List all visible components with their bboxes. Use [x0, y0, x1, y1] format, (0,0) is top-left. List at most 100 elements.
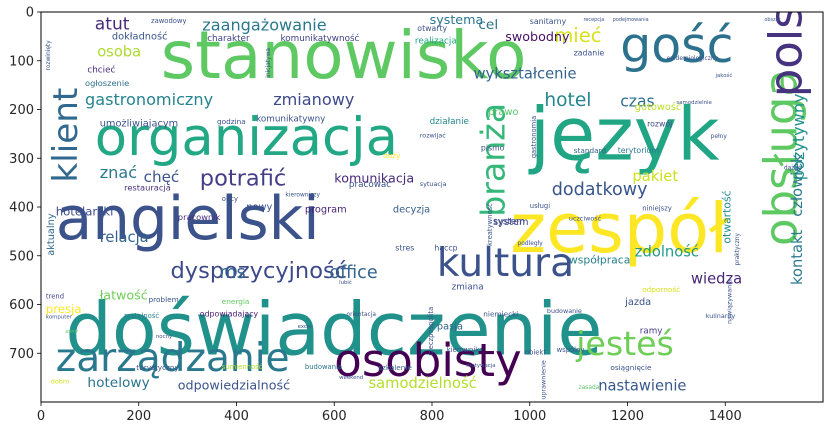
word-85: kierownik	[447, 346, 480, 354]
word-21: osoba	[97, 44, 141, 61]
word-66: prawo	[488, 107, 518, 118]
word-63: decyzja	[393, 205, 430, 216]
word-74: jazda	[624, 297, 651, 308]
word-38: office	[329, 263, 377, 283]
word-115: gastronomia	[530, 116, 538, 159]
word-4: organizacja	[95, 107, 398, 168]
word-108: obcy	[222, 195, 238, 203]
y-axis: 0 100 200 300 400 500 600 700	[9, 6, 41, 362]
word-13: branża	[474, 103, 513, 217]
word-133: jakość	[715, 72, 733, 79]
word-62: program	[305, 205, 347, 216]
word-113: podległy	[518, 241, 544, 247]
word-27: swobodny	[505, 29, 570, 44]
word-28: systema	[430, 12, 484, 27]
word-33: pakiet	[632, 168, 678, 185]
word-44: nastawienie	[598, 378, 686, 395]
word-109: kierowniczy	[285, 192, 320, 198]
word-34: pozytywny	[789, 93, 808, 180]
word-88: sumienność	[222, 363, 263, 371]
word-18: zaangażowanie	[202, 15, 326, 34]
word-116: kreatywność	[486, 203, 494, 246]
word-65: działanie	[430, 117, 469, 127]
word-37: relacja	[100, 229, 149, 246]
word-70: terytorium	[618, 146, 659, 155]
word-1: stanowisko	[161, 17, 527, 94]
word-35: kontakt	[789, 229, 806, 285]
word-46: odpowiedzialność	[178, 378, 290, 393]
word-131: epidemiologiczny	[667, 56, 719, 62]
word-86: szkolenie	[378, 363, 412, 372]
x-tick-label: 600	[322, 409, 347, 424]
word-123: praktyczny	[735, 232, 741, 265]
word-99: otwarty	[417, 24, 447, 33]
word-90: osiągnięcie	[610, 363, 652, 372]
word-67: pismo	[481, 144, 505, 153]
word-82: odpowiadający	[200, 309, 259, 318]
word-20: atut	[95, 14, 130, 34]
word-125: motywacja	[466, 363, 495, 369]
word-58: ogłoszenie	[85, 78, 129, 88]
word-39: ms	[219, 263, 245, 283]
word-87: budowania	[305, 363, 342, 371]
word-76: zmiana	[452, 283, 484, 293]
word-121: weekend	[339, 375, 363, 381]
word-41: wiedza	[691, 270, 742, 287]
word-43: samodzielność	[369, 375, 477, 392]
word-71: standard	[574, 146, 606, 155]
word-50: aktualny	[46, 213, 57, 256]
x-tick-label: 200	[126, 409, 151, 424]
word-15: dyspozycyjność	[171, 258, 348, 284]
word-94: usługi	[530, 202, 550, 210]
word-72: pracować	[349, 179, 391, 190]
word-98: zadanie	[574, 49, 605, 58]
word-55: charakter	[207, 34, 250, 44]
word-19: zmianowy	[273, 90, 355, 109]
word-73: otwartość	[720, 190, 733, 243]
word-68: gotowość	[635, 101, 682, 113]
word-130: lubić	[339, 279, 352, 286]
word-23: hotel	[544, 90, 591, 111]
word-12: klient	[46, 88, 86, 183]
word-2: język	[528, 92, 720, 177]
x-tick-label: 400	[224, 409, 249, 424]
word-53: komunikatywność	[281, 33, 360, 44]
word-129: excel	[298, 324, 312, 330]
word-31: komunikacja	[334, 170, 414, 185]
word-79: niemiecki	[483, 309, 518, 318]
word-112: uczciwość	[569, 214, 602, 222]
word-122: dobro	[51, 378, 70, 386]
word-45: hotelowy	[87, 375, 149, 391]
word-16: potrafić	[200, 166, 286, 192]
word-9: zarządzanie	[56, 336, 290, 381]
word-96: obiekt	[525, 348, 546, 356]
word-5: zespół	[510, 190, 729, 269]
word-105: sytuacja	[420, 180, 447, 188]
word-103: kulinarny	[706, 312, 736, 320]
word-84: rzetelność	[124, 312, 159, 320]
word-8: polski	[760, 0, 813, 97]
word-118: inicjatywa	[266, 48, 272, 78]
y-tick-label: 500	[9, 249, 34, 264]
word-69: rozwój	[647, 119, 672, 128]
word-26: cel	[478, 17, 498, 33]
word-78: ramy	[640, 326, 663, 336]
word-6: gość	[620, 17, 733, 74]
y-tick-label: 100	[9, 54, 34, 69]
word-80: energia	[222, 297, 250, 306]
word-75: odporność	[642, 285, 680, 294]
word-49: hotelarski	[56, 205, 114, 219]
word-124: nawiązywania	[725, 279, 733, 324]
y-tick-label: 600	[9, 298, 34, 313]
word-110: orientacja	[347, 312, 377, 318]
word-117: uprawnienie	[540, 360, 548, 399]
word-36: człowiek	[789, 154, 806, 217]
x-tick-label: 0	[37, 409, 45, 424]
word-32: dodatkowy	[552, 180, 648, 200]
y-tick-label: 400	[9, 201, 34, 216]
word-51: umożliwiającym	[100, 118, 179, 129]
word-48: presja	[46, 302, 82, 316]
word-111: system	[493, 217, 525, 227]
word-61: nowy	[246, 202, 272, 213]
